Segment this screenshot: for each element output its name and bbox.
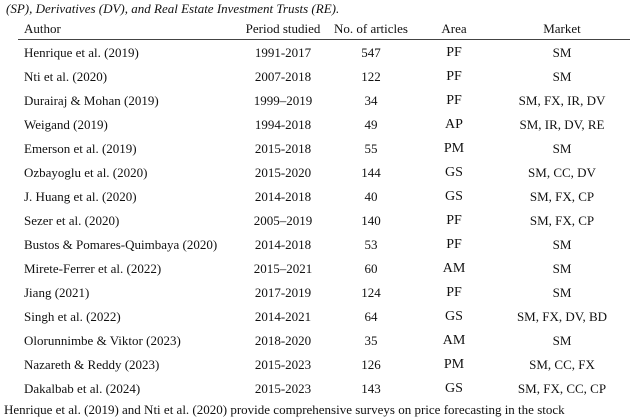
cell-author: Emerson et al. (2019) — [24, 140, 137, 156]
cell-period: 2017-2019 — [254, 284, 312, 300]
cell-period: 1999–2019 — [253, 92, 313, 108]
cell-market: SM, FX, CP — [529, 212, 595, 228]
table-row: Dakalbab et al. (2024) 2015-2023 143 GS SM, … — [18, 376, 630, 400]
cell-author: Sezer et al. (2020) — [24, 212, 120, 228]
table-row: Henrique et al. (2019) 1991-2017 547 PF SM — [18, 40, 630, 65]
survey-table: Author Period studied No. of articles Ar… — [18, 18, 630, 400]
cell-author: Olorunnimbe & Viktor (2023) — [24, 332, 181, 348]
cell-articles: 55 — [364, 140, 378, 156]
header-author: Author — [18, 18, 238, 40]
cell-author: Nti et al. (2020) — [24, 68, 108, 84]
cell-area: AM — [442, 260, 466, 276]
cell-articles: 64 — [364, 308, 378, 324]
cell-author: Singh et al. (2022) — [24, 308, 121, 324]
header-period: Period studied — [238, 18, 328, 40]
cell-period: 2015-2020 — [254, 164, 312, 180]
cell-period: 2015-2023 — [254, 356, 312, 372]
table-row: Weigand (2019) 1994-2018 49 AP SM, IR, DV, R… — [18, 112, 630, 136]
cell-articles: 144 — [361, 164, 381, 180]
cell-market: SM — [552, 44, 572, 60]
table-row: Nti et al. (2020) 2007-2018 122 PF SM — [18, 64, 630, 88]
cell-market: SM, FX, CP — [529, 188, 595, 204]
cell-articles: 124 — [361, 284, 381, 300]
cell-area: PF — [446, 44, 462, 60]
cell-author: Jiang (2021) — [24, 284, 90, 300]
table-row: Nazareth & Reddy (2023) 2015-2023 126 PM SM,… — [18, 352, 630, 376]
cell-period: 2014-2021 — [254, 308, 312, 324]
cell-articles: 140 — [361, 212, 381, 228]
table-row: J. Huang et al. (2020) 2014-2018 40 GS SM, F… — [18, 184, 630, 208]
table-row: Emerson et al. (2019) 2015-2018 55 PM SM — [18, 136, 630, 160]
cell-author: Mirete-Ferrer et al. (2022) — [24, 260, 162, 276]
cell-author: Dakalbab et al. (2024) — [24, 380, 141, 396]
cell-market: SM — [552, 236, 572, 252]
cell-period: 2005–2019 — [253, 212, 313, 228]
cell-market: SM, FX, CC, CP — [517, 380, 607, 396]
cell-area: PF — [446, 212, 462, 228]
cell-area: PM — [443, 356, 465, 372]
header-market: Market — [494, 18, 630, 40]
cell-market: SM — [552, 140, 572, 156]
cell-market: SM — [552, 260, 572, 276]
cell-period: 2007-2018 — [254, 68, 312, 84]
cell-area: GS — [445, 188, 463, 204]
cell-articles: 547 — [361, 44, 381, 60]
cell-market: SM, FX, DV, BD — [516, 308, 608, 324]
cell-period: 1991-2017 — [254, 44, 312, 60]
cell-area: PF — [446, 236, 462, 252]
header-articles: No. of articles — [328, 18, 414, 40]
cell-area: AM — [442, 332, 466, 348]
header-area: Area — [414, 18, 494, 40]
cell-articles: 122 — [361, 68, 381, 84]
cell-area: AP — [445, 116, 463, 132]
table-header-row: Author Period studied No. of articles Ar… — [18, 18, 630, 40]
cell-author: Weigand (2019) — [24, 116, 108, 132]
cell-author: Ozbayoglu et al. (2020) — [24, 164, 148, 180]
cell-area: GS — [445, 308, 463, 324]
cell-market: SM, IR, DV, RE — [519, 116, 605, 132]
cell-period: 1994-2018 — [254, 116, 312, 132]
cell-articles: 53 — [364, 236, 378, 252]
cell-market: SM — [552, 68, 572, 84]
table-row: Mirete-Ferrer et al. (2022) 2015–2021 60 AM… — [18, 256, 630, 280]
cell-articles: 49 — [364, 116, 378, 132]
cell-area: GS — [445, 380, 463, 396]
cell-market: SM, CC, DV — [528, 164, 596, 180]
table-row: Bustos & Pomares-Quimbaya (2020) 2014-201… — [18, 232, 630, 256]
preceding-caption-text: (SP), Derivatives (DV), and Real Estate … — [6, 1, 340, 16]
cell-articles: 60 — [364, 260, 378, 276]
cell-market: SM — [552, 332, 572, 348]
cell-period: 2018-2020 — [254, 332, 312, 348]
cell-period: 2015–2021 — [253, 260, 313, 276]
cell-period: 2015-2018 — [254, 140, 312, 156]
cell-author: Nazareth & Reddy (2023) — [24, 356, 160, 372]
cell-market: SM, CC, FX — [529, 356, 595, 372]
cell-period: 2014-2018 — [254, 188, 312, 204]
cell-area: PF — [446, 68, 462, 84]
cell-market: SM, FX, IR, DV — [518, 92, 606, 108]
cell-market: SM — [552, 284, 572, 300]
cell-author: Durairaj & Mohan (2019) — [24, 92, 159, 108]
following-paragraph-text: Henrique et al. (2019) and Nti et al. (2… — [4, 402, 565, 417]
cell-period: 2015-2023 — [254, 380, 312, 396]
cell-author: Henrique et al. (2019) — [24, 44, 139, 60]
cell-area: PM — [443, 140, 465, 156]
table-row: Ozbayoglu et al. (2020) 2015-2020 144 GS SM,… — [18, 160, 630, 184]
table-row: Jiang (2021) 2017-2019 124 PF SM — [18, 280, 630, 304]
table-row: Durairaj & Mohan (2019) 1999–2019 34 PF SM, … — [18, 88, 630, 112]
cell-articles: 126 — [361, 356, 381, 372]
table-row: Sezer et al. (2020) 2005–2019 140 PF SM, FX,… — [18, 208, 630, 232]
table-row: Singh et al. (2022) 2014-2021 64 GS SM, FX, … — [18, 304, 630, 328]
cell-articles: 40 — [364, 188, 378, 204]
cell-articles: 35 — [364, 332, 378, 348]
cell-area: PF — [446, 92, 462, 108]
cell-author: Bustos & Pomares-Quimbaya (2020) — [24, 236, 218, 252]
cell-area: PF — [446, 284, 462, 300]
cell-area: GS — [445, 164, 463, 180]
cell-articles: 34 — [364, 92, 378, 108]
cell-period: 2014-2018 — [254, 236, 312, 252]
table-row: Olorunnimbe & Viktor (2023) 2018-2020 35 AM… — [18, 328, 630, 352]
cell-author: J. Huang et al. (2020) — [24, 188, 137, 204]
cell-articles: 143 — [361, 380, 381, 396]
